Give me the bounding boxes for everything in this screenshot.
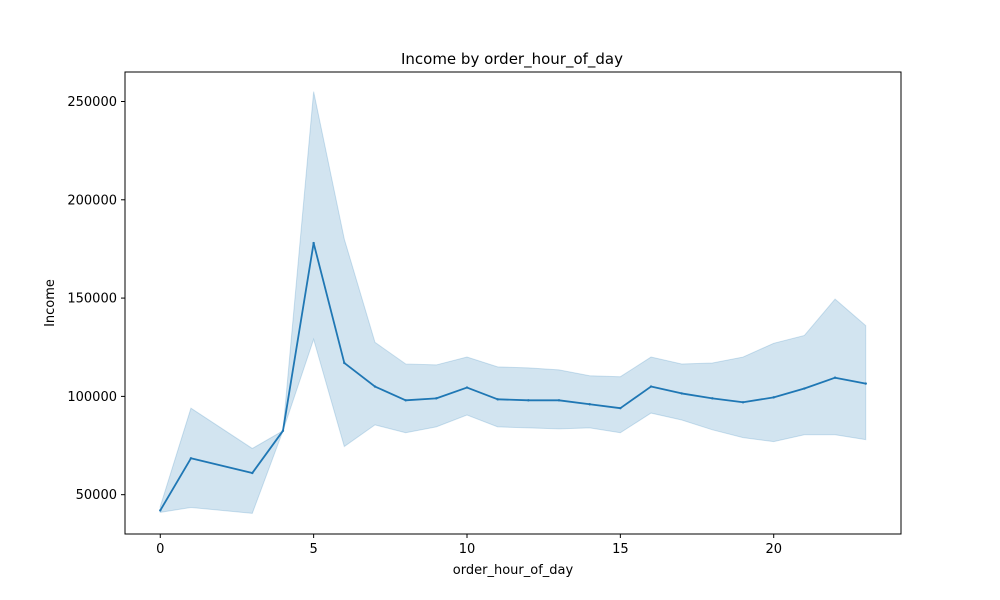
y-tick-label: 250000 (67, 95, 117, 110)
data-point (527, 399, 530, 402)
data-point (711, 397, 714, 400)
data-point (833, 376, 837, 379)
data-point (680, 392, 683, 395)
line-segment (190, 457, 254, 474)
data-point (373, 385, 377, 388)
y-axis-title: Income (43, 279, 58, 327)
line-segment (742, 396, 775, 404)
line-segment (374, 385, 407, 402)
data-point (159, 509, 162, 512)
line-segment (496, 398, 530, 402)
x-tick-label: 15 (612, 542, 629, 557)
line-segment (680, 392, 714, 400)
x-axis-ticks: 0 5 10 15 20 (156, 534, 782, 557)
x-axis-title: order_hour_of_day (453, 563, 574, 578)
plot-area (125, 72, 901, 534)
x-tick-label: 10 (459, 542, 476, 557)
line-segment (343, 362, 376, 388)
y-axis-ticks: 50000 100000 150000 200000 250000 (67, 95, 125, 503)
line-segment (803, 376, 836, 390)
confidence-band-layer (159, 91, 867, 514)
data-point (864, 382, 867, 385)
data-point (557, 399, 561, 402)
line-segment (282, 242, 315, 432)
data-point (343, 361, 346, 365)
chart-title: Income by order_hour_of_day (401, 50, 623, 69)
x-tick-label: 20 (765, 542, 782, 557)
data-point (772, 396, 775, 399)
y-tick-label: 50000 (76, 488, 117, 503)
data-point (189, 457, 193, 460)
data-point (435, 397, 438, 400)
x-tick-label: 5 (309, 542, 317, 557)
line-segment (711, 397, 744, 404)
confidence-band (159, 91, 867, 514)
line-segment (159, 457, 192, 512)
series-line-layer (159, 241, 867, 512)
line-segment (466, 386, 499, 401)
y-tick-label: 100000 (67, 390, 117, 405)
line-segment (834, 376, 867, 385)
data-point (619, 406, 622, 410)
line-segment (251, 429, 284, 474)
data-point (312, 241, 315, 245)
data-point (465, 386, 469, 389)
data-point (251, 471, 254, 475)
line-segment (619, 385, 652, 410)
data-point (496, 398, 499, 401)
y-tick-label: 200000 (67, 193, 117, 208)
plot-frame (124, 71, 902, 535)
line-segment (312, 242, 346, 364)
data-point (404, 399, 407, 402)
line-segment (558, 399, 591, 406)
line-segment (588, 403, 622, 410)
data-point (281, 429, 285, 432)
data-point (588, 403, 591, 406)
data-point (803, 387, 806, 390)
data-point (649, 385, 653, 388)
line-segment (650, 385, 683, 395)
line-segment (435, 386, 468, 400)
x-tick-label: 0 (156, 542, 164, 557)
line-segment (404, 397, 438, 402)
y-tick-label: 150000 (67, 292, 117, 307)
line-segment (772, 387, 806, 399)
data-point (741, 401, 745, 404)
